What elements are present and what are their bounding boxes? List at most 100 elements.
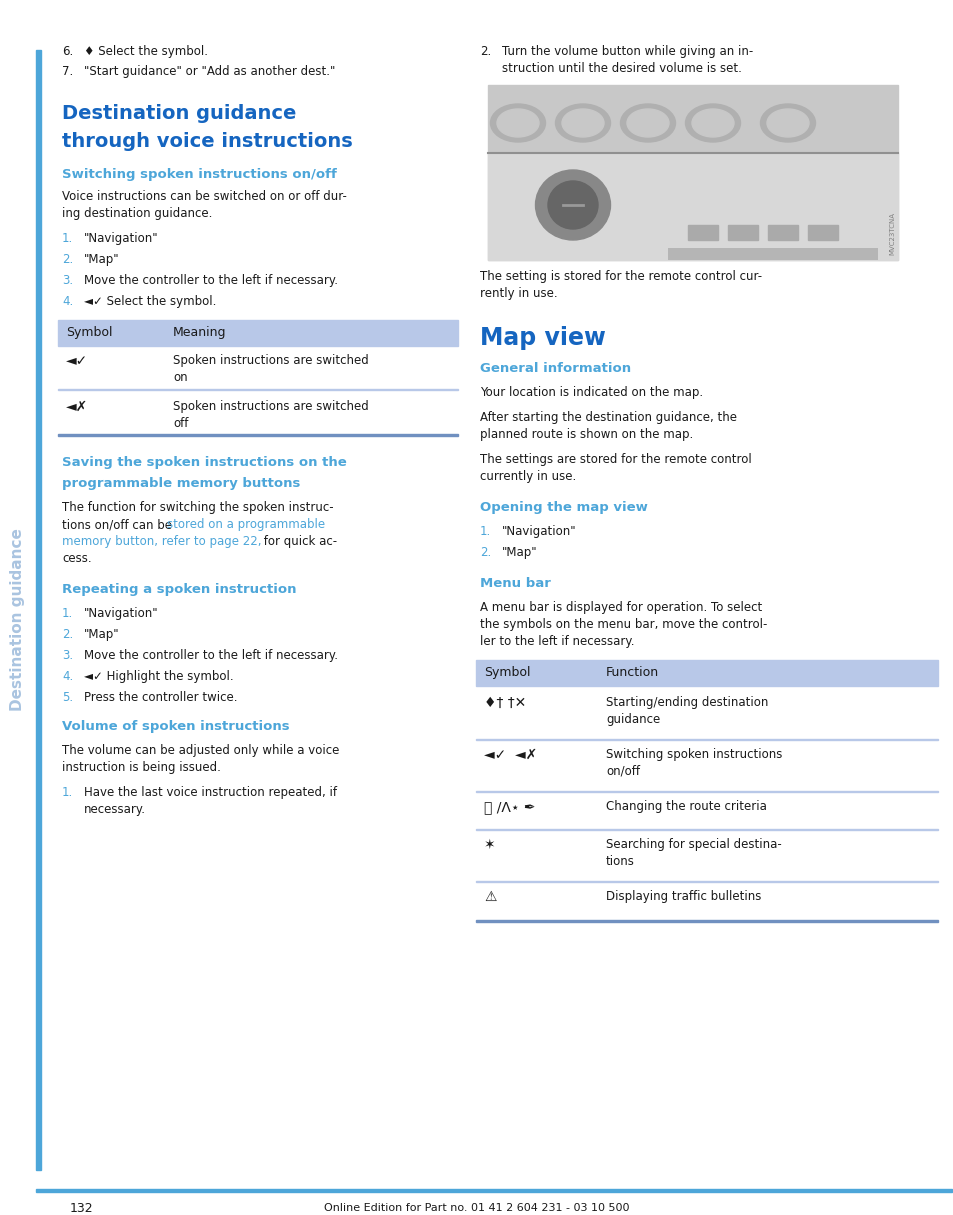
- Text: ◄✓: ◄✓: [66, 354, 89, 368]
- Text: Switching spoken instructions on/off: Switching spoken instructions on/off: [62, 168, 336, 181]
- Text: 3.: 3.: [62, 649, 73, 662]
- Text: The function for switching the spoken instruc-: The function for switching the spoken in…: [62, 501, 334, 514]
- Text: struction until the desired volume is set.: struction until the desired volume is se…: [501, 62, 741, 75]
- Text: Move the controller to the left if necessary.: Move the controller to the left if neces…: [84, 649, 337, 662]
- Ellipse shape: [555, 104, 610, 142]
- Text: stored on a programmable: stored on a programmable: [167, 518, 325, 531]
- Bar: [687, 225, 718, 241]
- Ellipse shape: [547, 181, 598, 228]
- Ellipse shape: [490, 104, 545, 142]
- Text: A menu bar is displayed for operation. To select: A menu bar is displayed for operation. T…: [479, 601, 761, 614]
- Bar: [36, 1189, 951, 1192]
- Text: 4.: 4.: [62, 669, 73, 683]
- Bar: [58, 320, 457, 346]
- Ellipse shape: [619, 104, 675, 142]
- Bar: [767, 225, 797, 241]
- Text: ♦† †✕: ♦† †✕: [483, 696, 526, 710]
- Text: ✶: ✶: [483, 838, 496, 852]
- Text: guidance: guidance: [605, 713, 659, 727]
- Text: ◄✗: ◄✗: [66, 400, 89, 414]
- Bar: [476, 881, 937, 882]
- Text: Function: Function: [605, 666, 659, 679]
- Text: "Navigation": "Navigation": [84, 608, 158, 620]
- Text: After starting the destination guidance, the: After starting the destination guidance,…: [479, 411, 737, 424]
- Text: ing destination guidance.: ing destination guidance.: [62, 207, 213, 220]
- Text: "Navigation": "Navigation": [501, 525, 576, 538]
- Text: Your location is indicated on the map.: Your location is indicated on the map.: [479, 386, 702, 399]
- Bar: [36, 50, 41, 1170]
- Text: Spoken instructions are switched: Spoken instructions are switched: [172, 400, 369, 413]
- Text: Online Edition for Part no. 01 41 2 604 231 - 03 10 500: Online Edition for Part no. 01 41 2 604 …: [324, 1203, 629, 1213]
- Text: 4.: 4.: [62, 295, 73, 307]
- Text: rently in use.: rently in use.: [479, 287, 558, 300]
- Text: Displaying traffic bulletins: Displaying traffic bulletins: [605, 891, 760, 903]
- Text: Voice instructions can be switched on or off dur-: Voice instructions can be switched on or…: [62, 190, 347, 203]
- Text: on/off: on/off: [605, 765, 639, 778]
- Text: 1.: 1.: [479, 525, 491, 538]
- Text: The volume can be adjusted only while a voice: The volume can be adjusted only while a …: [62, 744, 339, 757]
- Text: currently in use.: currently in use.: [479, 470, 576, 484]
- Ellipse shape: [626, 109, 668, 137]
- Text: for quick ac-: for quick ac-: [260, 535, 336, 548]
- Text: "Navigation": "Navigation": [84, 232, 158, 245]
- Ellipse shape: [497, 109, 538, 137]
- Text: tions on/off can be: tions on/off can be: [62, 518, 175, 531]
- Text: Have the last voice instruction repeated, if: Have the last voice instruction repeated…: [84, 786, 336, 799]
- Text: 2.: 2.: [62, 628, 73, 642]
- Text: Turn the volume button while giving an in-: Turn the volume button while giving an i…: [501, 45, 753, 58]
- Text: Meaning: Meaning: [172, 326, 226, 339]
- Text: 1.: 1.: [62, 232, 73, 245]
- Bar: [488, 85, 897, 260]
- Text: the symbols on the menu bar, move the control-: the symbols on the menu bar, move the co…: [479, 618, 766, 631]
- Bar: [58, 389, 457, 390]
- Text: Symbol: Symbol: [66, 326, 112, 339]
- Text: Destination guidance: Destination guidance: [62, 104, 296, 123]
- Text: programmable memory buttons: programmable memory buttons: [62, 477, 300, 490]
- Text: Press the controller twice.: Press the controller twice.: [84, 691, 237, 703]
- Bar: [476, 791, 937, 792]
- Text: Symbol: Symbol: [483, 666, 530, 679]
- Text: The settings are stored for the remote control: The settings are stored for the remote c…: [479, 453, 751, 467]
- Bar: [488, 153, 897, 260]
- Text: General information: General information: [479, 362, 631, 375]
- Ellipse shape: [535, 170, 610, 241]
- Text: memory button, refer to page 22,: memory button, refer to page 22,: [62, 535, 261, 548]
- Text: ◄✓  ◄✗: ◄✓ ◄✗: [483, 748, 537, 762]
- Text: "Map": "Map": [84, 628, 119, 642]
- Text: Changing the route criteria: Changing the route criteria: [605, 799, 766, 813]
- Text: "Start guidance" or "Add as another dest.": "Start guidance" or "Add as another dest…: [84, 64, 335, 78]
- Ellipse shape: [760, 104, 815, 142]
- Text: 1.: 1.: [62, 786, 73, 799]
- Text: ⌛ /Λ⋆ ✒: ⌛ /Λ⋆ ✒: [483, 799, 535, 814]
- Text: "Map": "Map": [84, 253, 119, 266]
- Text: tions: tions: [605, 855, 634, 868]
- Text: 6.: 6.: [62, 45, 73, 58]
- Text: cess.: cess.: [62, 552, 91, 565]
- Text: planned route is shown on the map.: planned route is shown on the map.: [479, 428, 693, 441]
- Text: Starting/ending destination: Starting/ending destination: [605, 696, 767, 710]
- Bar: [476, 920, 937, 922]
- Text: Switching spoken instructions: Switching spoken instructions: [605, 748, 781, 761]
- Text: MVC23TCNA: MVC23TCNA: [888, 211, 894, 255]
- Text: 5.: 5.: [62, 691, 73, 703]
- Text: Destination guidance: Destination guidance: [10, 529, 26, 712]
- Text: Move the controller to the left if necessary.: Move the controller to the left if neces…: [84, 275, 337, 287]
- Text: ♦ Select the symbol.: ♦ Select the symbol.: [84, 45, 208, 58]
- Text: ⚠: ⚠: [483, 891, 496, 904]
- Text: on: on: [172, 371, 188, 384]
- Text: 2.: 2.: [479, 45, 491, 58]
- Ellipse shape: [691, 109, 733, 137]
- Text: ler to the left if necessary.: ler to the left if necessary.: [479, 635, 634, 648]
- Text: 7.: 7.: [62, 64, 73, 78]
- Text: Repeating a spoken instruction: Repeating a spoken instruction: [62, 583, 296, 597]
- Ellipse shape: [685, 104, 740, 142]
- Text: Searching for special destina-: Searching for special destina-: [605, 838, 781, 850]
- Text: ◄✓ Select the symbol.: ◄✓ Select the symbol.: [84, 295, 216, 307]
- Text: Spoken instructions are switched: Spoken instructions are switched: [172, 354, 369, 367]
- Bar: [476, 829, 937, 830]
- Text: ◄✓ Highlight the symbol.: ◄✓ Highlight the symbol.: [84, 669, 233, 683]
- Text: 1.: 1.: [62, 608, 73, 620]
- Bar: [58, 434, 457, 436]
- Ellipse shape: [561, 109, 603, 137]
- Text: Map view: Map view: [479, 326, 605, 350]
